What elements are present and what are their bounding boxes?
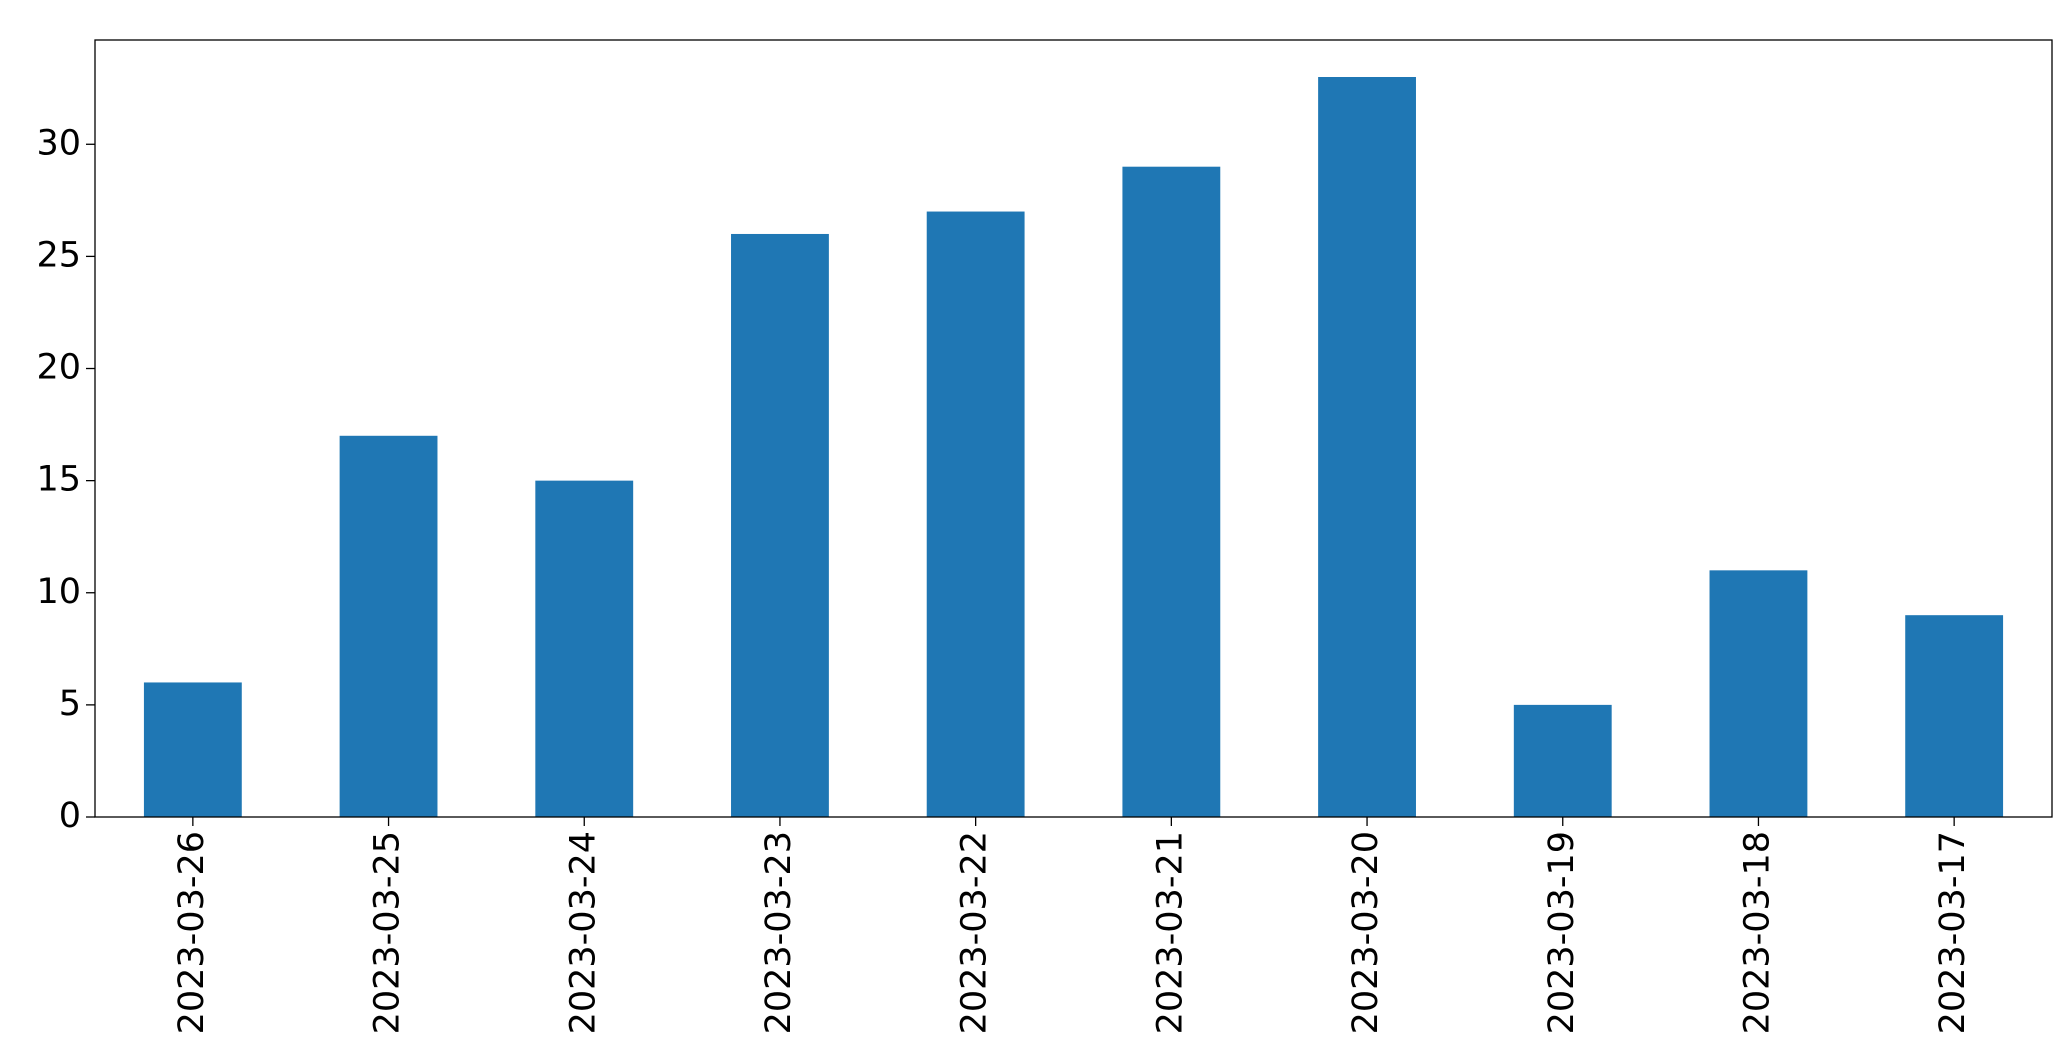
y-tick-label: 30 — [36, 123, 81, 163]
x-tick-label: 2023-03-25 — [368, 831, 408, 1034]
bar — [535, 480, 634, 817]
bar — [1122, 166, 1221, 818]
y-tick-label: 25 — [36, 235, 81, 275]
x-tick-label: 2023-03-24 — [563, 831, 603, 1034]
y-tick-label: 15 — [36, 460, 81, 500]
y-tick-label: 0 — [59, 796, 81, 836]
y-tick-label: 5 — [59, 684, 81, 724]
bar — [143, 682, 242, 817]
x-tick-label: 2023-03-17 — [1933, 831, 1973, 1034]
y-tick-label: 10 — [36, 572, 81, 612]
bar — [1905, 615, 2004, 817]
bar — [731, 233, 829, 817]
plot-frame — [94, 39, 2053, 818]
bar — [1709, 570, 1808, 817]
x-tick-label: 2023-03-21 — [1150, 831, 1190, 1034]
bar — [1318, 77, 1416, 817]
x-tick-label: 2023-03-26 — [172, 831, 212, 1034]
y-tick-label: 20 — [36, 348, 81, 388]
bar — [926, 211, 1025, 817]
x-tick-label: 2023-03-23 — [759, 831, 799, 1034]
x-tick-label: 2023-03-18 — [1737, 831, 1777, 1034]
bar — [339, 435, 438, 817]
bar — [1513, 704, 1612, 817]
x-tick-label: 2023-03-22 — [955, 831, 995, 1034]
x-tick-label: 2023-03-19 — [1542, 831, 1582, 1034]
x-tick-label: 2023-03-20 — [1346, 831, 1386, 1034]
